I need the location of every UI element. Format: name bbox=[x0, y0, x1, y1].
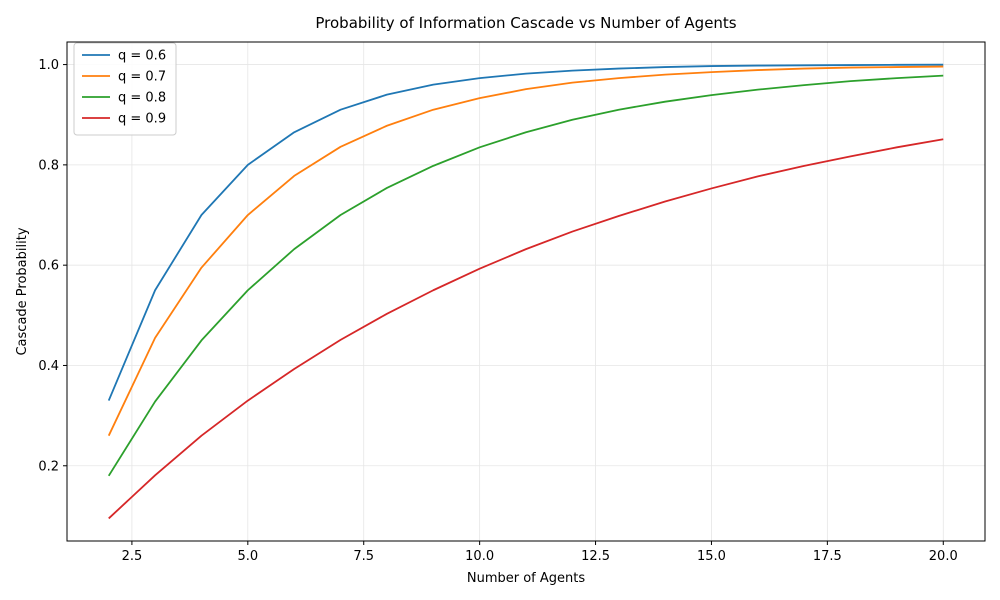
x-axis-ticks: 2.5 5.0 7.5 10.0 12.5 15.0 17.5 20.0 bbox=[122, 541, 958, 564]
x-tick-label: 17.5 bbox=[813, 549, 842, 564]
legend-label: q = 0.8 bbox=[118, 91, 166, 106]
series-line-2 bbox=[107, 65, 944, 437]
y-tick-label: 0.2 bbox=[38, 459, 59, 474]
legend-label: q = 0.7 bbox=[118, 70, 166, 85]
x-tick-label: 2.5 bbox=[122, 549, 143, 564]
grid bbox=[67, 42, 985, 541]
x-tick-label: 15.0 bbox=[697, 549, 726, 564]
series-line-3 bbox=[107, 74, 944, 477]
y-tick-label: 0.8 bbox=[38, 158, 59, 173]
legend-box bbox=[73, 42, 177, 136]
y-axis-ticks: 0.2 0.4 0.6 0.8 1.0 bbox=[38, 58, 67, 474]
y-axis-label: Cascade Probability bbox=[15, 227, 30, 355]
legend-label: q = 0.6 bbox=[118, 49, 166, 64]
series-line-1 bbox=[107, 63, 944, 401]
series-lines bbox=[107, 63, 944, 520]
x-tick-label: 20.0 bbox=[929, 549, 958, 564]
chart-title: Probability of Information Cascade vs Nu… bbox=[315, 14, 736, 32]
x-tick-label: 10.0 bbox=[465, 549, 494, 564]
plot-area-frame bbox=[66, 41, 986, 542]
x-axis-label: Number of Agents bbox=[467, 571, 585, 586]
x-tick-label: 12.5 bbox=[581, 549, 610, 564]
y-tick-label: 0.4 bbox=[38, 359, 59, 374]
legend: q = 0.6 q = 0.7 q = 0.8 q = 0.9 bbox=[73, 42, 177, 136]
y-tick-label: 0.6 bbox=[38, 259, 59, 274]
series-line-4 bbox=[108, 138, 944, 520]
legend-label: q = 0.9 bbox=[118, 112, 166, 127]
y-tick-label: 1.0 bbox=[38, 58, 59, 73]
x-tick-label: 7.5 bbox=[353, 549, 374, 564]
x-tick-label: 5.0 bbox=[237, 549, 258, 564]
